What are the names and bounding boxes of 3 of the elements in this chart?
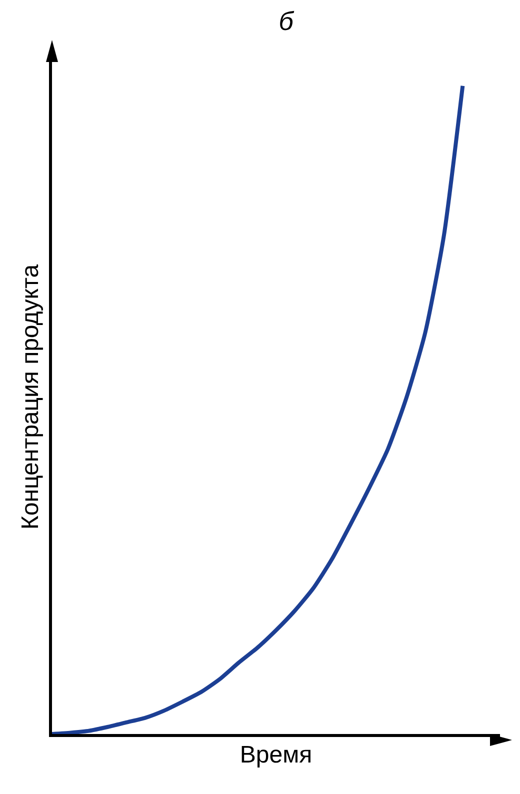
- chart-title: б: [278, 6, 295, 36]
- y-axis-title: Концентрация продукта: [17, 264, 44, 530]
- x-axis-title: Время: [240, 742, 312, 769]
